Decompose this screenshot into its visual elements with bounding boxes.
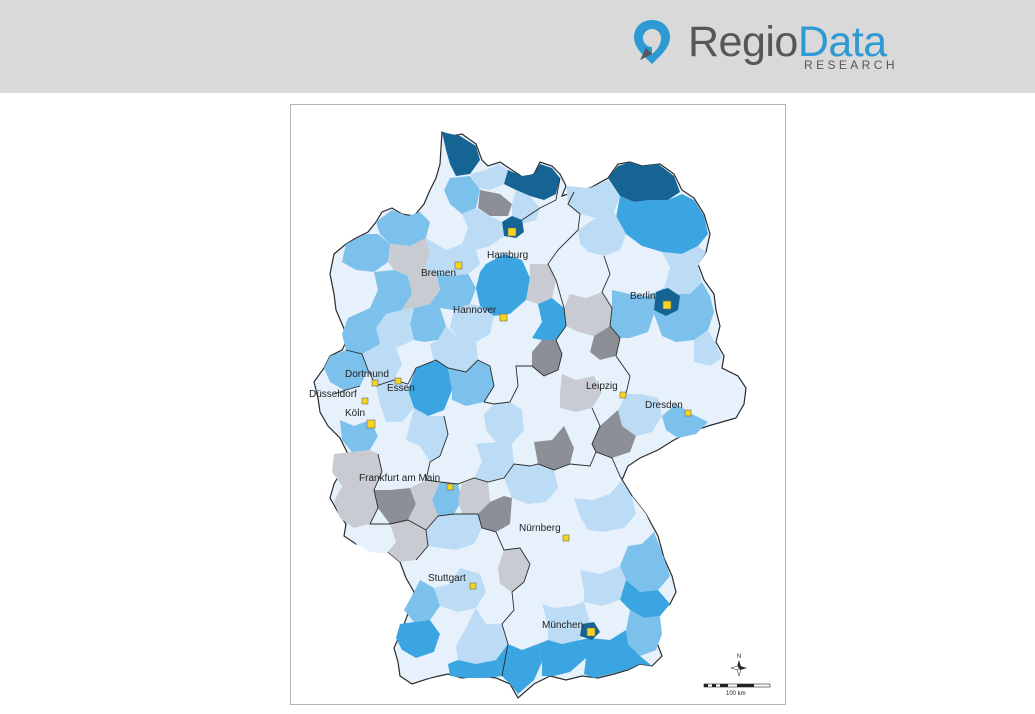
city-label-bremen: Bremen bbox=[421, 268, 456, 279]
city-labels: Hamburg Bremen Hannover Berlin Dortmund … bbox=[309, 250, 683, 631]
city-marker-hamburg[interactable] bbox=[507, 227, 517, 237]
logo-word-data: Data bbox=[797, 18, 887, 66]
north-arrow-icon: N bbox=[730, 654, 747, 677]
scale-bar: 100 km bbox=[703, 683, 771, 697]
city-marker-dusseldorf[interactable] bbox=[361, 397, 369, 405]
state-borders bbox=[333, 177, 633, 677]
city-marker-frankfurt[interactable] bbox=[446, 483, 454, 491]
city-label-dresden: Dresden bbox=[645, 400, 683, 411]
city-marker-koln[interactable] bbox=[366, 419, 376, 429]
city-label-munchen: München bbox=[542, 620, 583, 631]
city-label-stuttgart: Stuttgart bbox=[428, 573, 466, 584]
city-label-dortmund: Dortmund bbox=[345, 369, 389, 380]
city-marker-munchen[interactable] bbox=[586, 627, 596, 637]
logo-subtitle: RESEARCH bbox=[804, 58, 898, 72]
city-label-hamburg: Hamburg bbox=[487, 250, 528, 261]
district-patches bbox=[324, 132, 744, 694]
city-label-koln: Köln bbox=[345, 408, 365, 419]
city-marker-berlin[interactable] bbox=[662, 300, 672, 310]
header-bar: RegioData RESEARCH bbox=[0, 0, 1035, 93]
city-marker-leipzig[interactable] bbox=[619, 391, 627, 399]
scale-label: 100 km bbox=[726, 691, 746, 697]
city-marker-essen[interactable] bbox=[394, 377, 402, 385]
city-label-nurnberg: Nürnberg bbox=[519, 523, 561, 534]
city-markers bbox=[361, 227, 692, 637]
city-marker-dortmund[interactable] bbox=[371, 379, 379, 387]
city-label-essen: Essen bbox=[387, 383, 415, 394]
city-label-leipzig: Leipzig bbox=[586, 381, 618, 392]
city-marker-hannover[interactable] bbox=[499, 313, 508, 322]
location-pin-icon bbox=[634, 20, 670, 64]
city-label-berlin: Berlin bbox=[630, 291, 656, 302]
city-label-hannover: Hannover bbox=[453, 305, 497, 316]
north-label: N bbox=[737, 654, 741, 660]
city-label-frankfurt: Frankfurt am Main bbox=[359, 473, 440, 484]
city-marker-dresden[interactable] bbox=[684, 409, 692, 417]
city-marker-nurnberg[interactable] bbox=[562, 534, 570, 542]
city-label-dusseldorf: Düsseldorf bbox=[309, 389, 357, 400]
city-marker-bremen[interactable] bbox=[454, 261, 463, 270]
regiodata-logo[interactable]: RegioData RESEARCH bbox=[632, 16, 902, 74]
logo-word-regio: Regio bbox=[688, 18, 798, 66]
logo-wordmark: RegioData bbox=[688, 16, 887, 68]
germany-choropleth-map[interactable]: Hamburg Bremen Hannover Berlin Dortmund … bbox=[290, 104, 786, 705]
city-marker-stuttgart[interactable] bbox=[469, 582, 477, 590]
